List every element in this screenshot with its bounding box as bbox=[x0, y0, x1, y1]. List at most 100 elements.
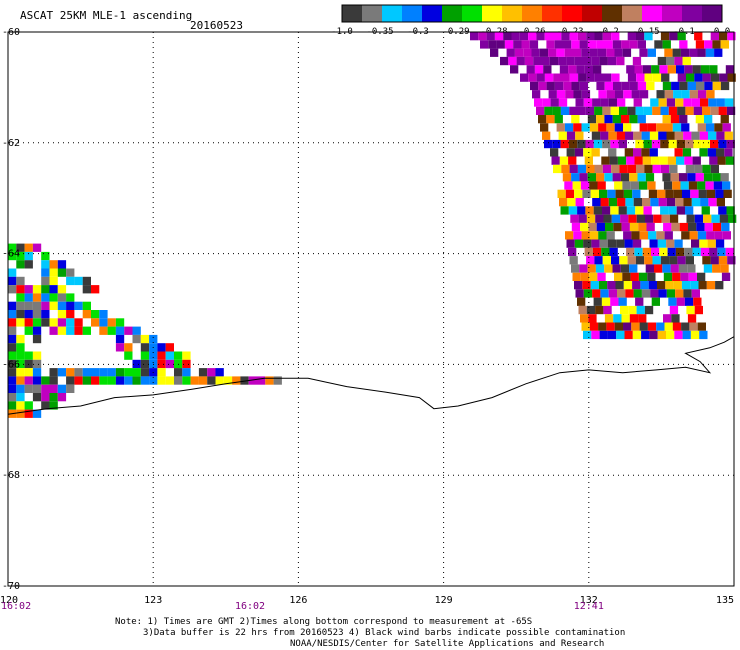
wind-cell bbox=[581, 322, 590, 331]
wind-cell bbox=[528, 73, 537, 82]
wind-cell bbox=[132, 376, 141, 385]
wind-cell bbox=[710, 139, 719, 149]
wind-cell bbox=[57, 318, 67, 327]
wind-cell bbox=[643, 139, 652, 149]
wind-cell bbox=[689, 231, 698, 240]
wind-cell bbox=[587, 115, 597, 124]
wind-cell bbox=[265, 376, 274, 385]
wind-cell bbox=[670, 173, 679, 182]
wind-cell bbox=[690, 281, 699, 290]
wind-cell bbox=[672, 272, 681, 281]
wind-cell bbox=[91, 368, 100, 377]
wind-cell bbox=[24, 251, 33, 261]
wind-cell bbox=[598, 281, 608, 290]
wind-cell bbox=[629, 264, 638, 273]
wind-cell bbox=[132, 326, 141, 335]
wind-cell bbox=[49, 293, 58, 302]
wind-cell bbox=[115, 318, 125, 327]
wind-cell bbox=[658, 289, 667, 298]
wind-cell bbox=[559, 65, 569, 74]
wind-cell bbox=[696, 81, 705, 91]
wind-cell bbox=[719, 32, 728, 41]
wind-cell bbox=[697, 123, 706, 132]
wind-cell bbox=[41, 384, 50, 393]
wind-cell bbox=[598, 90, 607, 99]
wind-cell bbox=[639, 322, 648, 331]
wind-cell bbox=[688, 222, 697, 232]
wind-cell bbox=[605, 222, 614, 232]
wind-cell bbox=[24, 301, 33, 310]
wind-cell bbox=[606, 231, 615, 240]
wind-cell bbox=[644, 73, 653, 82]
wind-cell bbox=[8, 276, 17, 286]
wind-cell bbox=[676, 206, 685, 215]
wind-cell bbox=[32, 318, 42, 327]
wind-cell bbox=[546, 115, 555, 124]
wind-cell bbox=[584, 65, 593, 74]
wind-cell bbox=[683, 98, 692, 107]
wind-cell bbox=[675, 289, 684, 298]
wind-cell bbox=[621, 81, 630, 91]
wind-cell bbox=[611, 32, 620, 41]
time-label: 16:02 bbox=[1, 601, 31, 612]
wind-cell bbox=[672, 48, 681, 57]
wind-cell bbox=[16, 359, 25, 369]
wind-cell bbox=[639, 231, 648, 240]
wind-cell bbox=[675, 247, 685, 257]
wind-cell bbox=[697, 322, 706, 331]
wind-cell bbox=[41, 401, 50, 410]
wind-cell bbox=[595, 305, 604, 315]
wind-cell bbox=[593, 139, 603, 149]
wind-cell bbox=[16, 384, 25, 393]
wind-cell bbox=[641, 148, 650, 157]
wind-cell bbox=[553, 164, 562, 174]
wind-cell bbox=[124, 368, 133, 377]
wind-cell bbox=[115, 368, 125, 377]
wind-cell bbox=[648, 281, 657, 290]
wind-cell bbox=[32, 409, 42, 418]
wind-cell bbox=[596, 40, 605, 49]
wind-cell bbox=[722, 123, 731, 132]
wind-cell bbox=[663, 222, 672, 232]
wind-cell bbox=[684, 247, 693, 257]
wind-cell bbox=[594, 73, 603, 82]
lon-tick-label: 120 bbox=[0, 595, 18, 606]
wind-cell bbox=[273, 376, 282, 385]
wind-cell bbox=[24, 285, 33, 294]
wind-cell bbox=[41, 285, 50, 294]
wind-cell bbox=[635, 106, 644, 115]
wind-cell bbox=[107, 326, 116, 335]
wind-cell bbox=[640, 281, 649, 290]
wind-cell bbox=[569, 32, 578, 41]
wind-cell bbox=[574, 148, 584, 157]
wind-cell bbox=[617, 98, 626, 107]
wind-cell bbox=[575, 131, 584, 140]
wind-cell bbox=[49, 318, 58, 327]
wind-cell bbox=[667, 156, 676, 165]
wind-cell bbox=[691, 239, 700, 248]
wind-cell bbox=[115, 376, 125, 385]
wind-cell bbox=[574, 189, 583, 198]
wind-cell bbox=[74, 368, 83, 377]
wind-cell bbox=[561, 164, 570, 174]
wind-cell bbox=[662, 264, 671, 273]
wind-cell bbox=[644, 164, 653, 174]
wind-cell bbox=[588, 222, 597, 232]
wind-cell bbox=[649, 131, 659, 140]
wind-cell bbox=[671, 222, 680, 232]
wind-cell bbox=[709, 247, 718, 257]
wind-cell bbox=[66, 276, 75, 286]
colorbar-swatch bbox=[402, 5, 423, 22]
wind-cell bbox=[683, 131, 692, 140]
wind-cell bbox=[157, 359, 166, 369]
wind-cell bbox=[470, 32, 479, 41]
wind-cell bbox=[632, 239, 642, 248]
wind-cell bbox=[646, 81, 655, 91]
wind-cell bbox=[704, 40, 713, 49]
wind-cell bbox=[652, 106, 661, 115]
time-label: 16:02 bbox=[235, 601, 265, 612]
wind-cell bbox=[610, 106, 619, 115]
wind-cell bbox=[66, 310, 75, 319]
wind-cell bbox=[581, 48, 590, 57]
wind-cell bbox=[626, 65, 635, 74]
